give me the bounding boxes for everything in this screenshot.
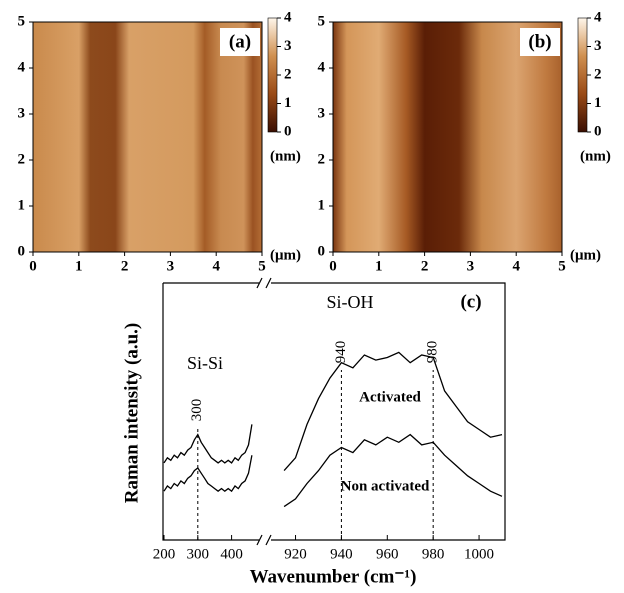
colorbar-tick-label: 2 (594, 66, 602, 82)
y-tick-label: 5 (18, 13, 26, 29)
plot-frame (162, 282, 506, 541)
x-tick-label: 2 (421, 258, 429, 274)
colorbar-label: (nm) (580, 148, 611, 164)
y-tick-label: 1 (18, 197, 26, 213)
afm-image (333, 22, 562, 252)
afm-image (33, 22, 262, 252)
y-tick-label: 5 (318, 13, 326, 29)
colorbar-tick-label: 0 (594, 123, 602, 139)
x-tick-label: 1000 (464, 546, 494, 562)
x-tick-label: 300 (187, 546, 210, 562)
annotation: Si-OH (326, 292, 373, 312)
x-tick-label: 2 (121, 258, 129, 274)
panel-label-box (220, 28, 260, 56)
x-tick-label: 3 (467, 258, 475, 274)
series-label: Activated (359, 389, 421, 405)
x-tick-label: 4 (212, 258, 220, 274)
y-tick-label: 3 (18, 105, 26, 121)
axis-break (256, 534, 272, 546)
x-unit: (μm) (570, 247, 601, 263)
y-tick-label: 0 (318, 243, 326, 259)
colorbar-label: (nm) (270, 148, 301, 164)
x-tick-label: 1 (75, 258, 83, 274)
x-tick-label: 980 (422, 546, 445, 562)
y-tick-label: 4 (18, 59, 26, 75)
y-tick-label: 1 (318, 197, 326, 213)
image-frame (32, 21, 263, 253)
colorbar-tick-label: 1 (594, 95, 602, 111)
x-tick-label: 3 (167, 258, 175, 274)
x-unit: (μm) (270, 247, 301, 263)
series-line (283, 433, 503, 508)
x-tick-label: 1 (375, 258, 383, 274)
reference-label: 940 (333, 341, 349, 364)
x-tick-label: 960 (376, 546, 399, 562)
colorbar-tick-label: 4 (284, 9, 292, 25)
panel-label: (c) (460, 291, 481, 312)
x-tick-label: 4 (512, 258, 520, 274)
series-label: Non activated (341, 478, 430, 494)
y-tick-label: 0 (18, 243, 26, 259)
x-tick-label: 0 (29, 258, 37, 274)
colorbar (267, 17, 278, 133)
colorbar-tick-label: 4 (594, 9, 602, 25)
y-tick-label: 3 (318, 105, 326, 121)
panel-label-box (520, 28, 560, 56)
annotation: Si-Si (187, 353, 223, 373)
series-line (163, 455, 253, 493)
x-tick-label: 940 (330, 546, 353, 562)
y-tick-label: 4 (318, 59, 326, 75)
reference-label: 300 (189, 399, 205, 422)
image-frame (332, 21, 563, 253)
colorbar-tick-label: 3 (284, 38, 292, 54)
panel-label: (a) (229, 31, 251, 52)
x-tick-label: 920 (284, 546, 307, 562)
colorbar-tick-label: 3 (594, 38, 602, 54)
colorbar-tick-label: 0 (284, 123, 292, 139)
x-tick-label: 0 (329, 258, 337, 274)
colorbar-tick-label: 2 (284, 66, 292, 82)
axis-break (256, 277, 272, 289)
panel-label: (b) (528, 31, 551, 52)
y-tick-label: 2 (18, 151, 26, 167)
x-axis-label: Wavenumber (cm⁻¹) (250, 566, 417, 587)
colorbar-tick-label: 1 (284, 95, 292, 111)
x-tick-label: 400 (220, 546, 243, 562)
y-axis-label: Raman intensity (a.u.) (121, 323, 142, 504)
y-tick-label: 2 (318, 151, 326, 167)
reference-label: 980 (425, 341, 441, 364)
series-line (163, 424, 253, 464)
x-tick-label: 5 (558, 258, 566, 274)
colorbar (577, 17, 588, 133)
x-tick-label: 200 (153, 546, 176, 562)
series-line (283, 351, 503, 472)
x-tick-label: 5 (258, 258, 266, 274)
